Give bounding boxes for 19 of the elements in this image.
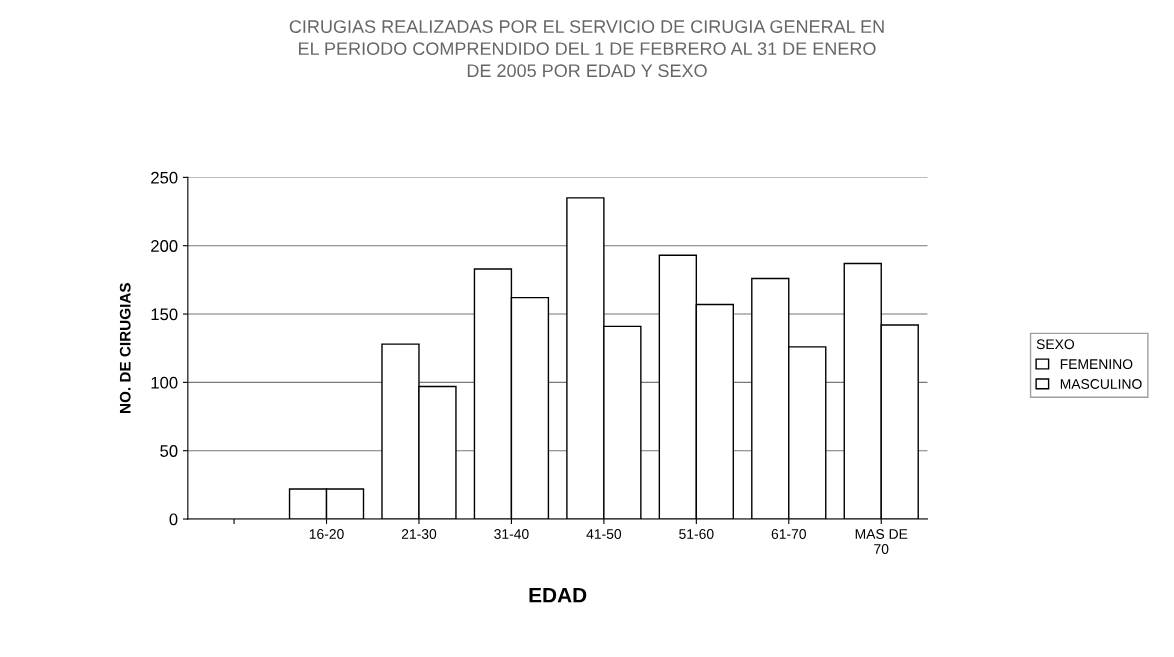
x-tick-label: MAS DE 70	[855, 529, 908, 554]
y-tick-label: 100	[151, 376, 178, 389]
x-tick-label: 51-60	[679, 529, 714, 539]
x-tick-label: 31-40	[494, 529, 529, 539]
legend-label: FEMENINO	[1060, 359, 1133, 370]
y-axis-title: NO. DE CIRUGIAS	[119, 283, 131, 413]
legend-label: MASCULINO	[1060, 379, 1142, 389]
chart-title: CIRUGIAS REALIZADAS POR EL SERVICIO DE CIRUGIA GENERAL EN EL PERIODO COMPRENDIDO DEL 1 DE FEBRERO AL 31 DE ENERO DE 2005 POR EDAD Y SEXO	[289, 20, 884, 78]
y-tick-label: 50	[160, 445, 178, 457]
x-tick-label: 61-70	[771, 529, 806, 539]
y-tick-label: 200	[151, 240, 178, 252]
x-tick-label: 21-30	[401, 529, 437, 539]
x-tick-label: 16-20	[309, 529, 344, 539]
legend-title: SEXO	[1036, 339, 1075, 350]
y-tick-label: 250	[151, 171, 178, 184]
y-tick-label: 0	[169, 513, 178, 526]
y-tick-label: 150	[151, 308, 178, 321]
x-tick-label: 41-50	[586, 529, 622, 539]
x-axis-title: EDAD	[529, 587, 587, 603]
